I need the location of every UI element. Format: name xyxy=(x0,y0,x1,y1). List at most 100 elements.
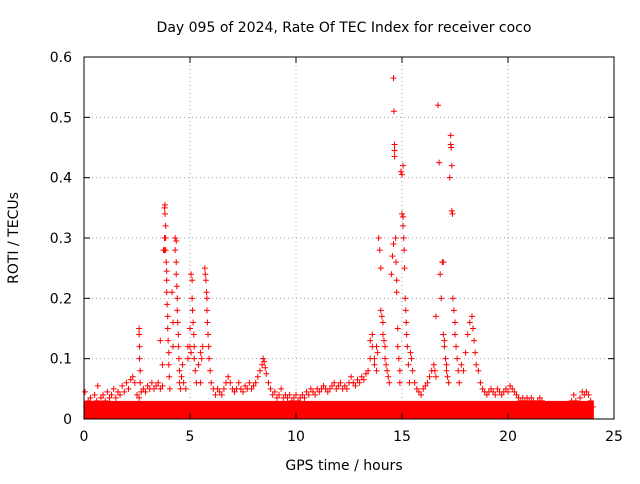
data-point xyxy=(206,355,213,362)
data-point xyxy=(252,379,259,386)
data-point xyxy=(513,391,520,398)
data-point xyxy=(295,397,302,404)
data-point xyxy=(391,147,398,154)
data-point xyxy=(483,391,490,398)
data-point xyxy=(376,247,383,254)
data-point xyxy=(391,141,398,148)
data-point xyxy=(106,394,113,401)
data-point xyxy=(452,331,458,338)
data-point xyxy=(216,388,223,395)
data-point xyxy=(100,391,107,398)
data-point xyxy=(367,337,374,344)
data-point xyxy=(177,385,184,392)
data-point xyxy=(214,385,221,392)
data-point xyxy=(175,355,182,362)
data-point xyxy=(432,373,439,380)
data-point xyxy=(360,376,367,383)
baseline-band-fill xyxy=(84,400,594,419)
data-point xyxy=(570,391,577,398)
data-point xyxy=(134,391,140,398)
data-point xyxy=(389,253,396,260)
data-point xyxy=(173,271,180,278)
data-point xyxy=(189,295,196,302)
data-point xyxy=(164,325,171,332)
data-point xyxy=(162,247,169,254)
data-point xyxy=(448,207,455,214)
y-tick-label: 0.3 xyxy=(50,231,72,247)
data-point xyxy=(408,355,415,362)
data-point xyxy=(422,382,429,389)
data-point xyxy=(393,277,400,284)
data-point xyxy=(180,379,187,386)
x-tick-label: 20 xyxy=(499,429,517,445)
data-point xyxy=(390,241,397,248)
data-point xyxy=(202,271,209,278)
data-point xyxy=(475,367,482,374)
data-point xyxy=(163,277,170,284)
data-point xyxy=(430,361,437,368)
data-point xyxy=(374,349,381,356)
data-point xyxy=(157,337,164,344)
data-point xyxy=(173,259,180,266)
data-point xyxy=(165,361,172,368)
data-point xyxy=(326,385,333,392)
y-tick-label: 0.2 xyxy=(50,291,72,307)
data-point xyxy=(371,361,378,368)
data-point xyxy=(393,259,400,266)
data-point xyxy=(198,355,205,362)
data-point xyxy=(532,400,539,407)
data-point xyxy=(415,388,422,395)
data-point xyxy=(157,385,164,392)
data-point xyxy=(136,343,143,350)
data-point xyxy=(162,222,169,229)
data-point xyxy=(235,379,242,386)
data-point xyxy=(301,394,308,401)
data-point xyxy=(212,391,219,398)
data-point xyxy=(137,379,144,386)
data-point xyxy=(384,367,391,374)
data-point xyxy=(195,361,202,368)
data-point xyxy=(240,388,246,395)
data-point xyxy=(164,301,171,308)
data-point xyxy=(343,385,350,392)
data-point xyxy=(492,391,499,398)
data-point xyxy=(204,319,211,326)
data-point xyxy=(390,75,397,82)
data-point xyxy=(498,391,505,398)
data-point xyxy=(447,132,454,139)
data-point xyxy=(379,319,386,326)
data-point xyxy=(162,235,169,241)
data-point xyxy=(380,337,387,344)
data-point xyxy=(585,391,592,398)
data-point xyxy=(378,313,385,320)
data-point xyxy=(172,247,179,254)
data-point xyxy=(119,382,126,389)
data-point xyxy=(577,394,584,401)
y-tick-label: 0.5 xyxy=(50,110,72,126)
data-point xyxy=(284,394,291,401)
data-point xyxy=(352,382,359,389)
data-point xyxy=(494,385,501,392)
data-point xyxy=(420,385,427,392)
data-point xyxy=(390,108,397,115)
data-point xyxy=(333,385,340,392)
data-point xyxy=(262,364,269,371)
data-point xyxy=(159,382,166,389)
data-point xyxy=(406,379,413,386)
data-point xyxy=(388,271,395,278)
data-point xyxy=(436,159,443,166)
x-axis-title: GPS time / hours xyxy=(285,458,402,474)
data-point xyxy=(242,382,249,389)
y-axis-title: ROTI / TECUs xyxy=(6,192,22,284)
data-point xyxy=(290,394,297,401)
data-point xyxy=(148,379,155,386)
data-point xyxy=(197,379,204,386)
data-point xyxy=(431,367,438,374)
data-point xyxy=(435,102,442,109)
data-point xyxy=(446,174,453,181)
data-point xyxy=(155,379,162,386)
data-point xyxy=(117,391,124,398)
data-point xyxy=(397,168,404,175)
data-point xyxy=(558,400,564,407)
